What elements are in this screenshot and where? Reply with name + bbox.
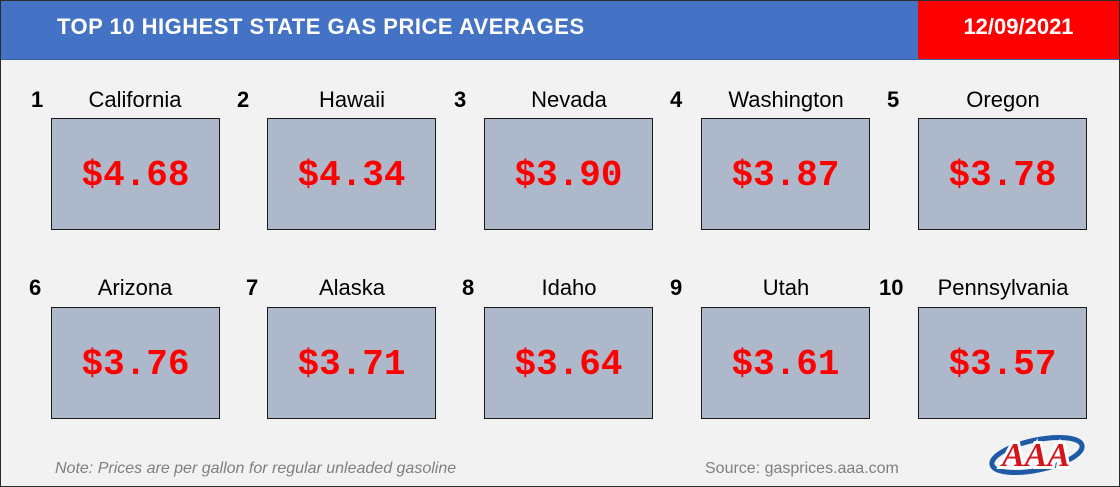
- state-name: Utah: [762, 275, 810, 300]
- price-card: $3.57: [918, 307, 1087, 419]
- rank-number: 7: [246, 275, 259, 300]
- state-name: Pennsylvania: [937, 275, 1069, 300]
- price-value: $3.71: [297, 344, 406, 385]
- rank-number: 10: [879, 275, 904, 300]
- rank-number: 9: [670, 275, 683, 300]
- price-card: $3.76: [51, 307, 220, 419]
- header-bar: TOP 10 HIGHEST STATE GAS PRICE AVERAGES …: [1, 1, 1119, 60]
- price-value: $3.64: [514, 344, 623, 385]
- price-card: $4.68: [51, 118, 220, 230]
- state-name: California: [88, 87, 182, 112]
- source-credit: Source: gasprices.aaa.com: [705, 460, 899, 477]
- price-value: $3.76: [81, 344, 190, 385]
- price-card: $3.61: [701, 307, 870, 419]
- state-name: Idaho: [541, 275, 597, 300]
- rank-number: 5: [887, 87, 900, 112]
- aaa-logo-icon: AAA AAA: [989, 434, 1085, 477]
- price-value: $3.57: [948, 344, 1057, 385]
- state-name: Washington: [728, 87, 844, 112]
- price-value: $4.34: [297, 155, 406, 196]
- date-badge: 12/09/2021: [918, 1, 1119, 59]
- price-card: $3.87: [701, 118, 870, 230]
- state-name: Hawaii: [318, 87, 386, 112]
- footnote: Note: Prices are per gallon for regular …: [55, 460, 457, 477]
- state-name: Nevada: [531, 87, 607, 112]
- price-card: $3.71: [267, 307, 436, 419]
- page-title: TOP 10 HIGHEST STATE GAS PRICE AVERAGES: [57, 14, 585, 39]
- price-value: $3.61: [731, 344, 840, 385]
- rank-number: 4: [670, 87, 683, 112]
- state-name: Alaska: [318, 275, 386, 300]
- rank-number: 3: [454, 87, 467, 112]
- price-card: $3.90: [484, 118, 653, 230]
- price-value: $4.68: [81, 155, 190, 196]
- svg-text:AAA: AAA: [1000, 437, 1070, 474]
- state-name: Oregon: [966, 87, 1040, 112]
- svg-text:AAA: AAA: [1000, 437, 1070, 474]
- price-card: $3.78: [918, 118, 1087, 230]
- rank-number: 1: [31, 87, 44, 112]
- price-value: $3.87: [731, 155, 840, 196]
- price-value: $3.90: [514, 155, 623, 196]
- state-name: Arizona: [97, 275, 173, 300]
- price-card: $3.64: [484, 307, 653, 419]
- rank-number: 8: [462, 275, 475, 300]
- price-value: $3.78: [948, 155, 1057, 196]
- rank-number: 6: [29, 275, 42, 300]
- date-label: 12/09/2021: [963, 14, 1074, 39]
- rank-number: 2: [237, 87, 250, 112]
- price-card: $4.34: [267, 118, 436, 230]
